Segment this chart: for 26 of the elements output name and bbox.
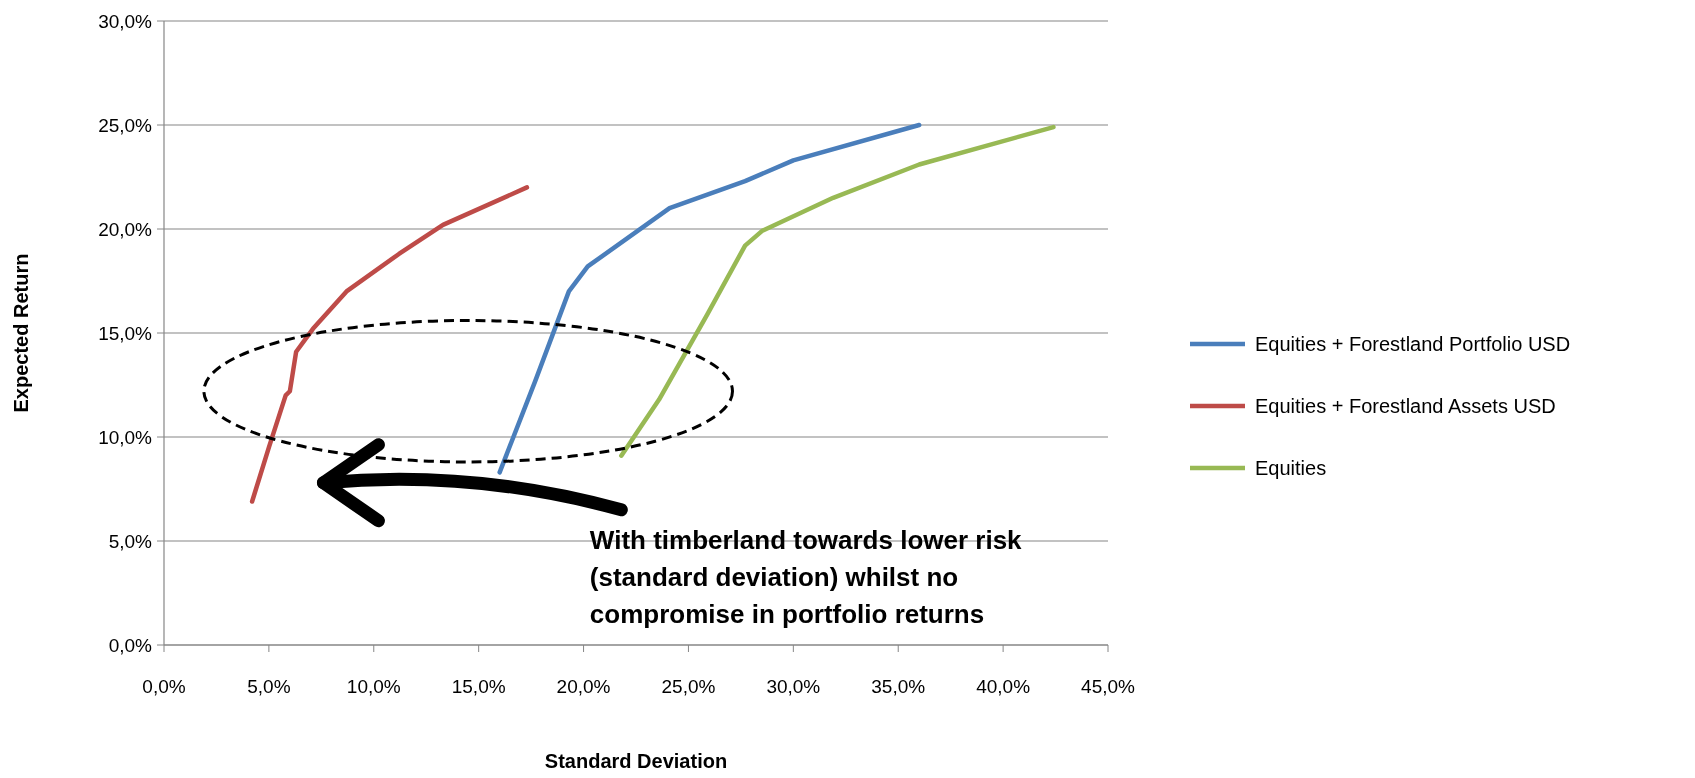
y-tick-label: 5,0% bbox=[108, 530, 153, 552]
x-axis-title: Standard Deviation bbox=[544, 750, 728, 772]
x-tick-label: 45,0% bbox=[1081, 676, 1136, 697]
annotation: With timberland towards lower risk (standard deviation) whilst no compromise in portfolio returns bbox=[589, 525, 1023, 630]
x-tick-label: 30,0% bbox=[766, 676, 821, 697]
x-tick-label: 10,0% bbox=[346, 676, 401, 697]
y-tick-label: 0,0% bbox=[108, 634, 153, 656]
line-series bbox=[497, 122, 922, 475]
y-tick-label: 25,0% bbox=[98, 114, 153, 136]
legend-label: Equities bbox=[1255, 457, 1327, 479]
x-tick-label: 40,0% bbox=[976, 676, 1031, 697]
legend-label: Equities + Forestland Assets USD bbox=[1255, 395, 1556, 417]
line-series bbox=[249, 185, 530, 504]
x-tick-label: 35,0% bbox=[871, 676, 926, 697]
line-series bbox=[619, 124, 1056, 458]
y-axis-title: Expected Return bbox=[10, 253, 32, 413]
y-tick-label: 30,0% bbox=[98, 10, 153, 32]
x-tick-label: 20,0% bbox=[556, 676, 611, 697]
x-tick-label: 25,0% bbox=[661, 676, 716, 697]
y-tick-label: 20,0% bbox=[98, 218, 153, 240]
x-tick-label: 5,0% bbox=[247, 676, 291, 697]
x-tick-label: 0,0% bbox=[142, 676, 186, 697]
y-tick-label: 10,0% bbox=[98, 426, 153, 448]
legend-label: Equities + Forestland Portfolio USD bbox=[1255, 333, 1571, 355]
y-tick-label: 15,0% bbox=[98, 322, 153, 344]
x-tick-label: 15,0% bbox=[451, 676, 506, 697]
